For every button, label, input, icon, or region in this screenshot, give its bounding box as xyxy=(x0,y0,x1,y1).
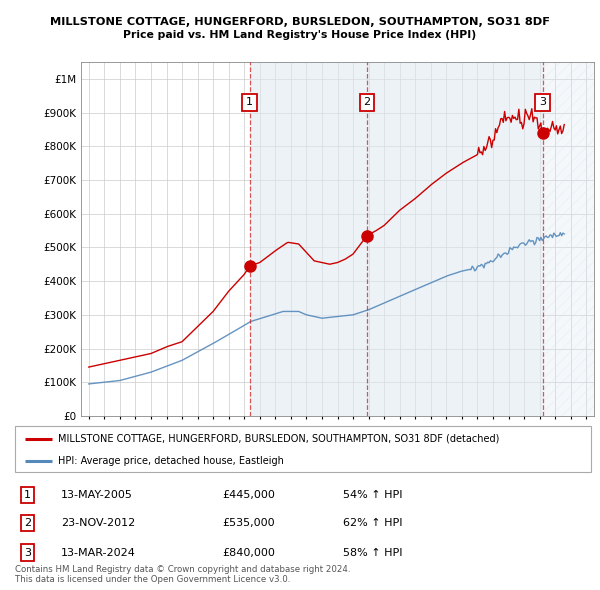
Text: 58% ↑ HPI: 58% ↑ HPI xyxy=(343,548,403,558)
Text: MILLSTONE COTTAGE, HUNGERFORD, BURSLEDON, SOUTHAMPTON, SO31 8DF: MILLSTONE COTTAGE, HUNGERFORD, BURSLEDON… xyxy=(50,17,550,27)
Text: 1: 1 xyxy=(24,490,31,500)
Text: Contains HM Land Registry data © Crown copyright and database right 2024.: Contains HM Land Registry data © Crown c… xyxy=(15,565,350,574)
Text: HPI: Average price, detached house, Eastleigh: HPI: Average price, detached house, East… xyxy=(58,456,284,466)
Text: 1: 1 xyxy=(247,97,253,107)
Text: 2: 2 xyxy=(24,518,31,527)
Text: 3: 3 xyxy=(24,548,31,558)
Text: 13-MAY-2005: 13-MAY-2005 xyxy=(61,490,133,500)
Text: 54% ↑ HPI: 54% ↑ HPI xyxy=(343,490,403,500)
Text: 23-NOV-2012: 23-NOV-2012 xyxy=(61,518,136,527)
FancyBboxPatch shape xyxy=(15,426,591,472)
Text: MILLSTONE COTTAGE, HUNGERFORD, BURSLEDON, SOUTHAMPTON, SO31 8DF (detached): MILLSTONE COTTAGE, HUNGERFORD, BURSLEDON… xyxy=(58,434,500,444)
Bar xyxy=(250,62,543,416)
Text: £840,000: £840,000 xyxy=(223,548,275,558)
Bar xyxy=(543,62,594,416)
Text: This data is licensed under the Open Government Licence v3.0.: This data is licensed under the Open Gov… xyxy=(15,575,290,584)
Text: £535,000: £535,000 xyxy=(223,518,275,527)
Text: Price paid vs. HM Land Registry's House Price Index (HPI): Price paid vs. HM Land Registry's House … xyxy=(124,30,476,40)
Text: 2: 2 xyxy=(364,97,371,107)
Text: 62% ↑ HPI: 62% ↑ HPI xyxy=(343,518,403,527)
Text: 3: 3 xyxy=(539,97,546,107)
Text: 13-MAR-2024: 13-MAR-2024 xyxy=(61,548,136,558)
Text: £445,000: £445,000 xyxy=(223,490,275,500)
